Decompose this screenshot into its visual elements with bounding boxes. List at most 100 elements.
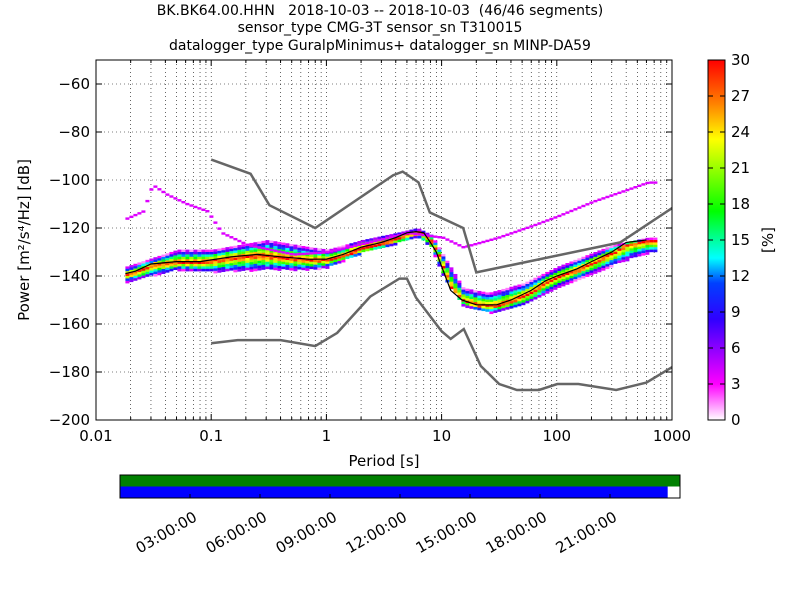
ppsd-cell (413, 228, 418, 232)
ppsd-outlier-cell (357, 243, 362, 247)
colorbar-tick-label: 12 (731, 267, 750, 285)
ppsd-cell (641, 245, 646, 249)
ppsd-cell (269, 259, 274, 263)
ppsd-cell (285, 260, 290, 263)
ppsd-cell (401, 236, 406, 239)
ppsd-cell (305, 246, 310, 250)
ppsd-cell (333, 259, 338, 263)
ppsd-cell (205, 249, 210, 253)
ppsd-cell (433, 252, 438, 255)
ppsd-outlier-cell (153, 185, 158, 188)
ppsd-cell (193, 259, 198, 262)
ppsd-cell (253, 268, 258, 272)
ppsd-cell (301, 248, 306, 251)
ppsd-cell (241, 246, 246, 250)
ppsd-cell (589, 267, 594, 271)
ppsd-cell (289, 260, 294, 264)
ppsd-cell (541, 293, 546, 296)
ppsd-cell (501, 298, 506, 302)
ppsd-cell (317, 265, 322, 268)
ppsd-cell (577, 258, 582, 261)
ppsd-cell (553, 272, 558, 276)
ppsd-cell (321, 260, 326, 264)
ppsd-cell (421, 230, 426, 234)
ppsd-cell (221, 259, 226, 263)
ppsd-cell (489, 311, 494, 315)
ppsd-cell (333, 247, 338, 251)
ppsd-cell (369, 247, 374, 251)
ppsd-cell (149, 260, 154, 264)
ppsd-cell (605, 264, 610, 267)
ppsd-cell (449, 276, 454, 280)
ppsd-cell (321, 248, 326, 252)
timeline-tick-label: 12:00:00 (343, 508, 410, 557)
ppsd-cell (129, 265, 134, 268)
ppsd-cell (361, 249, 366, 253)
colorbar-tick-label: 6 (731, 339, 741, 357)
ppsd-cell (605, 261, 610, 265)
ppsd-outlier-cell (217, 227, 222, 230)
ppsd-cell (181, 254, 186, 257)
ppsd-cell (213, 270, 218, 274)
ppsd-outlier-cell (273, 249, 278, 252)
ppsd-cell (569, 271, 574, 274)
ppsd-cell (273, 258, 278, 261)
ppsd-cell (257, 267, 262, 271)
ppsd-cell (317, 262, 322, 266)
ppsd-cell (193, 252, 198, 255)
ppsd-cell (493, 298, 498, 301)
ppsd-cell (537, 275, 542, 279)
ppsd-cell (477, 307, 482, 311)
ppsd-cell (565, 265, 570, 269)
ppsd-cell (241, 263, 246, 267)
ppsd-outlier-cell (509, 232, 514, 235)
ppsd-outlier-cell (265, 247, 270, 251)
ppsd-cell (561, 266, 566, 270)
ppsd-cell (221, 264, 226, 268)
ppsd-cell (161, 268, 166, 272)
ppsd-cell (637, 244, 642, 247)
ppsd-cell (489, 306, 494, 310)
ppsd-cell (605, 252, 610, 255)
ppsd-cell (645, 242, 650, 246)
ppsd-cell (473, 294, 478, 298)
ppsd-cell (585, 255, 590, 258)
ppsd-cell (641, 253, 646, 256)
ppsd-cell (265, 242, 270, 246)
ppsd-cell (433, 242, 438, 246)
ppsd-cell (285, 264, 290, 268)
ppsd-cell (545, 286, 550, 289)
ppsd-cell (157, 267, 162, 271)
ppsd-cell (217, 267, 222, 271)
ppsd-cell (325, 266, 330, 269)
y-tick-label: −160 (49, 315, 90, 333)
ppsd-outlier-cell (609, 194, 614, 197)
ppsd-cell (461, 292, 466, 295)
ppsd-cell (309, 247, 314, 250)
ppsd-cell (213, 256, 218, 260)
ppsd-cell (205, 252, 210, 255)
ppsd-cell (257, 258, 262, 261)
colorbar-tick-label: 15 (731, 231, 750, 249)
ppsd-outlier-cell (305, 252, 310, 255)
timeline-tick-label: 21:00:00 (553, 508, 620, 557)
ppsd-cell (217, 260, 222, 264)
ppsd-cell (225, 268, 230, 272)
ppsd-cell (389, 238, 394, 242)
ppsd-cell (565, 267, 570, 271)
ppsd-cell (197, 268, 202, 272)
ppsd-cell (553, 280, 558, 283)
ppsd-cell (293, 266, 298, 269)
ppsd-cell (233, 245, 238, 249)
ppsd-cell (513, 290, 518, 294)
ppsd-cell (333, 262, 338, 265)
ppsd-cell (141, 263, 146, 267)
ppsd-cell (417, 228, 422, 232)
ppsd-cell (533, 277, 538, 281)
ppsd-cell (433, 245, 438, 248)
ppsd-outlier-cell (617, 191, 622, 195)
ppsd-cell (593, 268, 598, 272)
ppsd-cell (305, 261, 310, 264)
ppsd-cell (329, 248, 334, 252)
ppsd-cell (313, 247, 318, 251)
